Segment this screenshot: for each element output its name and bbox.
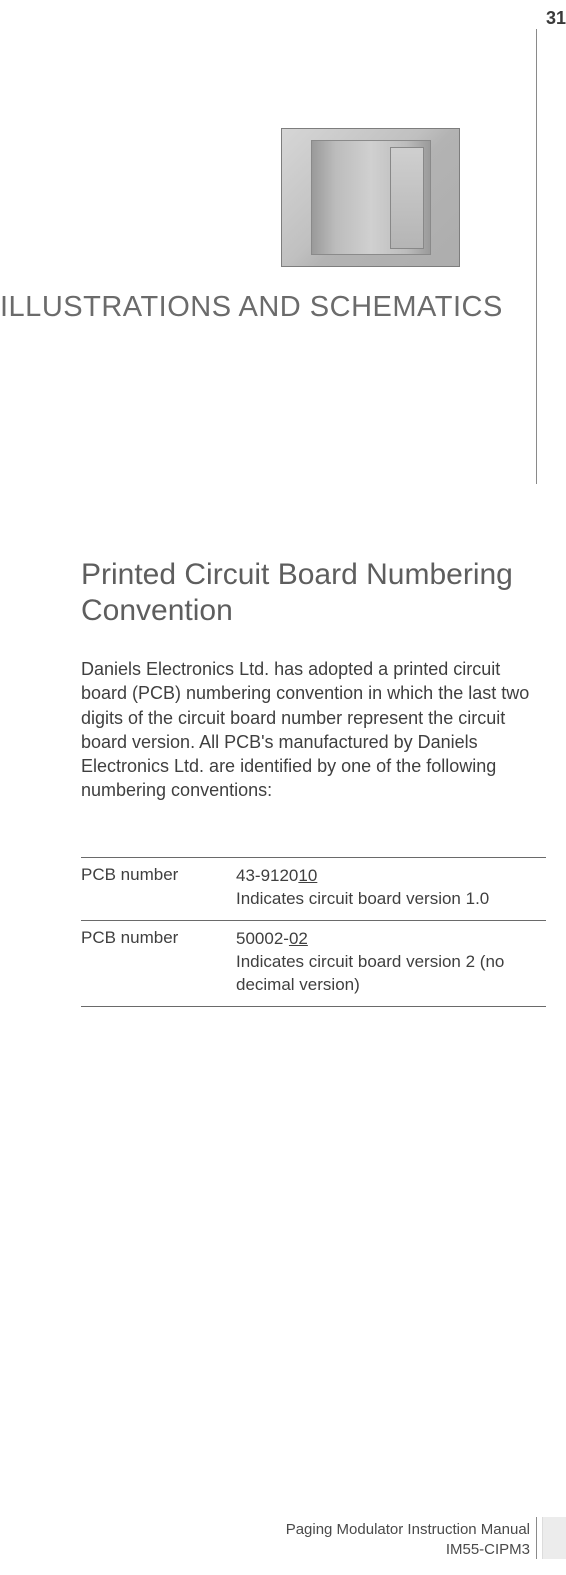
page-number: 31: [546, 8, 566, 29]
table-row: PCB number 43-912010 Indicates circuit b…: [81, 857, 546, 920]
vertical-rule-bottom: [536, 1517, 537, 1559]
vertical-rule-top: [536, 29, 537, 484]
table-row: PCB number 50002-02 Indicates circuit bo…: [81, 920, 546, 1007]
pcb-desc: Indicates circuit board version 1.0: [236, 889, 489, 908]
intro-paragraph: Daniels Electronics Ltd. has adopted a p…: [81, 657, 546, 803]
pcb-desc: Indicates circuit board version 2 (no de…: [236, 952, 504, 994]
section-title: Printed Circuit Board Numbering Conventi…: [81, 557, 546, 629]
pcb-version-digits: 02: [289, 929, 308, 948]
pcb-version-digits: 10: [298, 866, 317, 885]
table-label: PCB number: [81, 928, 236, 997]
product-photo: [281, 128, 460, 267]
table-label: PCB number: [81, 865, 236, 911]
footer-line-1: Paging Modulator Instruction Manual: [286, 1520, 530, 1540]
footer-line-2: IM55-CIPM3: [286, 1540, 530, 1560]
pcb-prefix: 50002-: [236, 929, 289, 948]
pcb-numbering-table: PCB number 43-912010 Indicates circuit b…: [81, 857, 546, 1007]
chapter-title: ILLUSTRATIONS AND SCHEMATICS: [0, 291, 503, 324]
module-device: [311, 140, 431, 255]
table-value: 50002-02 Indicates circuit board version…: [236, 928, 546, 997]
page-footer: Paging Modulator Instruction Manual IM55…: [286, 1520, 530, 1559]
logo-fragment: [542, 1517, 566, 1559]
table-value: 43-912010 Indicates circuit board versio…: [236, 865, 546, 911]
pcb-prefix: 43-9120: [236, 866, 298, 885]
